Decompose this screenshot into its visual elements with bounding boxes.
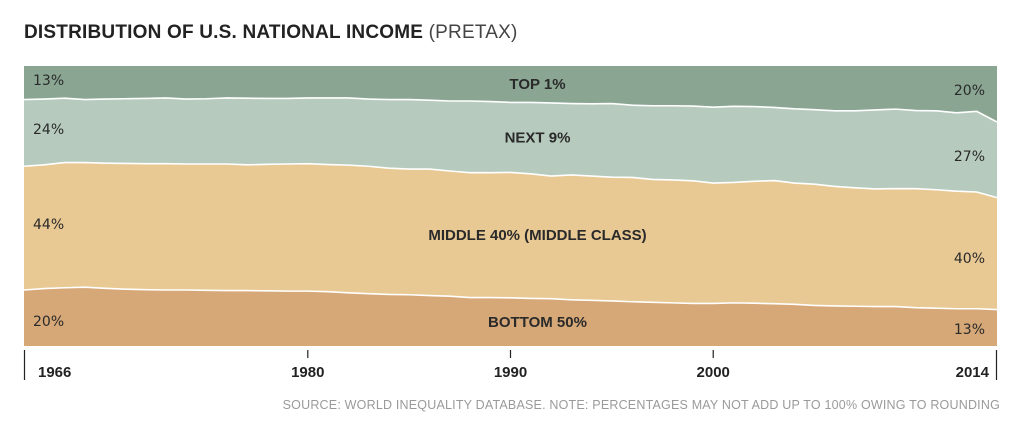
start-percentage-label: 13% — [33, 73, 64, 89]
x-tick-label: 1990 — [494, 364, 527, 381]
area-next-9 — [24, 97, 997, 198]
start-percentage-label: 20% — [33, 314, 64, 330]
chart-title: DISTRIBUTION OF U.S. NATIONAL INCOME (PR… — [24, 22, 518, 44]
end-percentage-label: 40% — [954, 251, 985, 267]
x-tick-label: 1966 — [38, 364, 71, 381]
x-tick-label: 2000 — [697, 364, 730, 381]
boundary-line — [23, 161, 998, 199]
area-middle-40-middle-class — [24, 162, 997, 310]
band-label-top-1: TOP 1% — [509, 76, 565, 93]
end-percentage-label: 13% — [954, 322, 985, 338]
start-percentage-label: 24% — [33, 122, 64, 138]
end-percentage-label: 27% — [954, 149, 985, 165]
start-percentage-label: 44% — [33, 217, 64, 233]
title-sub: (PRETAX) — [428, 22, 518, 43]
band-label-next-9: NEXT 9% — [505, 129, 571, 146]
end-percentage-label: 20% — [954, 83, 985, 99]
band-boundaries — [23, 97, 998, 311]
x-tick-label: 1980 — [291, 364, 324, 381]
title-main: DISTRIBUTION OF U.S. NATIONAL INCOME — [24, 22, 424, 43]
area-bottom-50 — [24, 287, 997, 346]
area-layers — [24, 66, 997, 346]
x-axis: 1966 1980 1990 2000 2014 — [23, 350, 998, 381]
band-label-bottom-50: BOTTOM 50% — [488, 314, 587, 331]
chart-labels: BOTTOM 50% MIDDLE 40% (MIDDLE CLASS) NEXT … — [33, 73, 985, 338]
x-tick-label: 2014 — [956, 364, 990, 381]
boundary-line — [23, 97, 998, 123]
boundary-line — [23, 286, 998, 311]
band-label-middle-40-middle-class: MIDDLE 40% (MIDDLE CLASS) — [428, 227, 646, 244]
area-top-1 — [24, 66, 997, 122]
source-note: SOURCE: WORLD INEQUALITY DATABASE. NOTE:… — [282, 398, 1000, 412]
